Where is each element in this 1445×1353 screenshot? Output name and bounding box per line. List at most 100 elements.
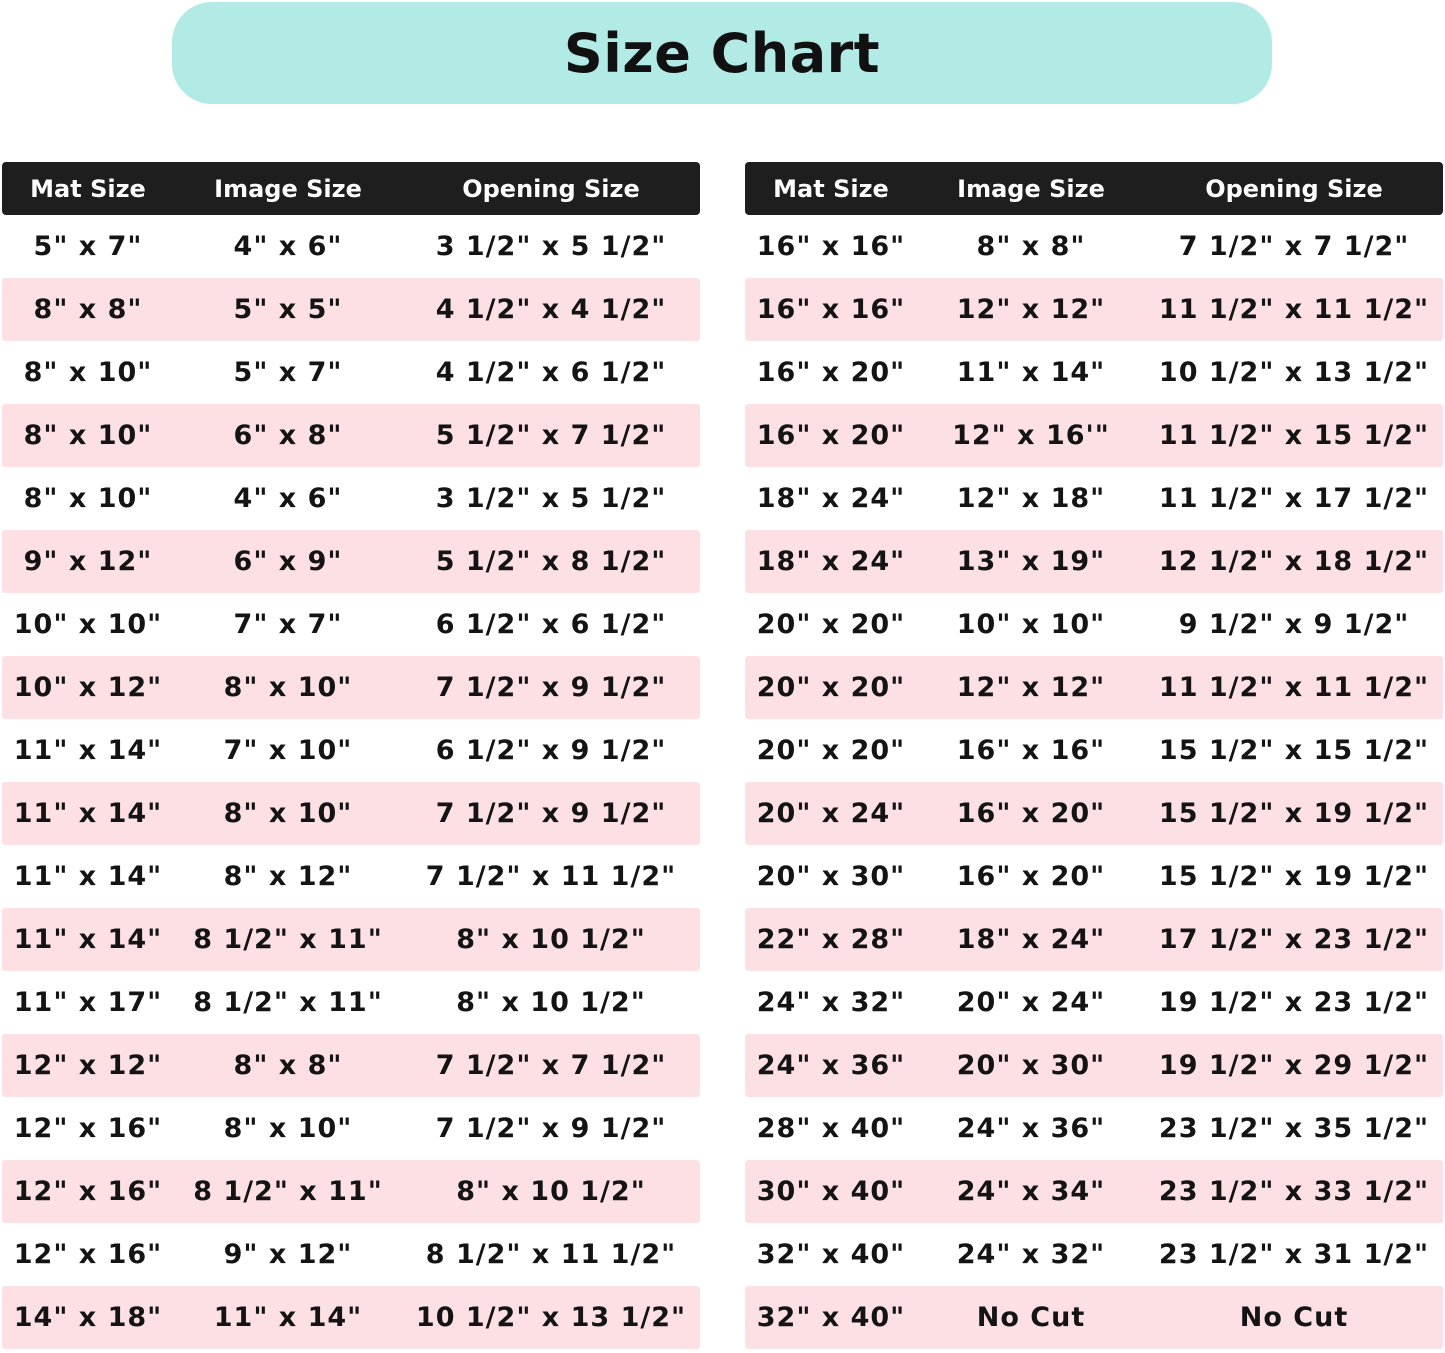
cell-opening-size: 15 1/2" x 15 1/2" bbox=[1158, 735, 1430, 766]
cell-mat-size: 12" x 16" bbox=[13, 1176, 163, 1207]
cell-image-size: 20" x 30" bbox=[956, 1050, 1106, 1081]
cell-opening-size: 7 1/2" x 7 1/2" bbox=[1178, 231, 1410, 262]
cell-mat-size: 32" x 40" bbox=[756, 1239, 906, 1270]
cell-image-size: 8" x 12" bbox=[223, 861, 353, 892]
cell-mat-size: 30" x 40" bbox=[756, 1176, 906, 1207]
table-row: 12" x 12" 8" x 8" 7 1/2" x 7 1/2" bbox=[2, 1034, 700, 1097]
table-row: 20" x 24" 16" x 20" 15 1/2" x 19 1/2" bbox=[745, 782, 1443, 845]
table-row: 8" x 8" 5" x 5" 4 1/2" x 4 1/2" bbox=[2, 278, 700, 341]
cell-image-size: 9" x 12" bbox=[223, 1239, 353, 1270]
cell-mat-size: 9" x 12" bbox=[23, 546, 153, 577]
table-row: 9" x 12" 6" x 9" 5 1/2" x 8 1/2" bbox=[2, 530, 700, 593]
cell-mat-size: 18" x 24" bbox=[756, 483, 906, 514]
cell-opening-size: 4 1/2" x 4 1/2" bbox=[435, 294, 667, 325]
cell-opening-size: 7 1/2" x 9 1/2" bbox=[435, 672, 667, 703]
cell-mat-size: 8" x 10" bbox=[23, 357, 153, 388]
cell-image-size: 20" x 24" bbox=[956, 987, 1106, 1018]
cell-mat-size: 12" x 16" bbox=[13, 1239, 163, 1270]
cell-mat-size: 28" x 40" bbox=[756, 1113, 906, 1144]
table-row: 8" x 10" 6" x 8" 5 1/2" x 7 1/2" bbox=[2, 404, 700, 467]
cell-image-size: 16" x 16" bbox=[956, 735, 1106, 766]
title-banner: Size Chart bbox=[172, 2, 1272, 104]
cell-image-size: 8" x 10" bbox=[223, 672, 353, 703]
cell-mat-size: 8" x 10" bbox=[23, 420, 153, 451]
table-row: 8" x 10" 5" x 7" 4 1/2" x 6 1/2" bbox=[2, 341, 700, 404]
table-row: 10" x 10" 7" x 7" 6 1/2" x 6 1/2" bbox=[2, 593, 700, 656]
table-row: 32" x 40" 24" x 32" 23 1/2" x 31 1/2" bbox=[745, 1223, 1443, 1286]
cell-mat-size: 22" x 28" bbox=[756, 924, 906, 955]
cell-mat-size: 11" x 14" bbox=[13, 924, 163, 955]
cell-opening-size: 19 1/2" x 23 1/2" bbox=[1158, 987, 1430, 1018]
cell-opening-size: 19 1/2" x 29 1/2" bbox=[1158, 1050, 1430, 1081]
cell-opening-size: 5 1/2" x 7 1/2" bbox=[435, 420, 667, 451]
cell-mat-size: 20" x 30" bbox=[756, 861, 906, 892]
cell-image-size: 5" x 5" bbox=[233, 294, 343, 325]
cell-opening-size: 10 1/2" x 13 1/2" bbox=[415, 1302, 687, 1333]
table-row: 22" x 28" 18" x 24" 17 1/2" x 23 1/2" bbox=[745, 908, 1443, 971]
size-table-left: Mat Size Image Size Opening Size 5" x 7" 4" … bbox=[2, 162, 700, 1349]
table-header: Mat Size Image Size Opening Size bbox=[745, 162, 1443, 215]
cell-image-size: 5" x 7" bbox=[233, 357, 343, 388]
table-row: 18" x 24" 13" x 19" 12 1/2" x 18 1/2" bbox=[745, 530, 1443, 593]
cell-image-size: 8" x 8" bbox=[976, 231, 1086, 262]
cell-image-size: 8" x 8" bbox=[233, 1050, 343, 1081]
cell-opening-size: 23 1/2" x 31 1/2" bbox=[1158, 1239, 1430, 1270]
table-row: 12" x 16" 9" x 12" 8 1/2" x 11 1/2" bbox=[2, 1223, 700, 1286]
cell-mat-size: 24" x 32" bbox=[756, 987, 906, 1018]
cell-image-size: 24" x 32" bbox=[956, 1239, 1106, 1270]
cell-image-size: 6" x 9" bbox=[233, 546, 343, 577]
table-row: 11" x 14" 7" x 10" 6 1/2" x 9 1/2" bbox=[2, 719, 700, 782]
table-row: 24" x 32" 20" x 24" 19 1/2" x 23 1/2" bbox=[745, 971, 1443, 1034]
cell-image-size: 18" x 24" bbox=[956, 924, 1106, 955]
cell-opening-size: 9 1/2" x 9 1/2" bbox=[1178, 609, 1410, 640]
cell-image-size: 8 1/2" x 11" bbox=[193, 1176, 383, 1207]
cell-opening-size: 8" x 10 1/2" bbox=[456, 987, 646, 1018]
table-row: 8" x 10" 4" x 6" 3 1/2" x 5 1/2" bbox=[2, 467, 700, 530]
table-row: 16" x 20" 11" x 14" 10 1/2" x 13 1/2" bbox=[745, 341, 1443, 404]
cell-mat-size: 8" x 10" bbox=[23, 483, 153, 514]
cell-image-size: No Cut bbox=[976, 1302, 1086, 1333]
cell-opening-size: 17 1/2" x 23 1/2" bbox=[1158, 924, 1430, 955]
header-mat-size: Mat Size bbox=[773, 174, 889, 203]
cell-image-size: 16" x 20" bbox=[956, 798, 1106, 829]
cell-mat-size: 16" x 20" bbox=[756, 357, 906, 388]
table-row: 20" x 20" 16" x 16" 15 1/2" x 15 1/2" bbox=[745, 719, 1443, 782]
table-row: 28" x 40" 24" x 36" 23 1/2" x 35 1/2" bbox=[745, 1097, 1443, 1160]
table-row: 11" x 14" 8" x 12" 7 1/2" x 11 1/2" bbox=[2, 845, 700, 908]
cell-image-size: 8 1/2" x 11" bbox=[193, 987, 383, 1018]
cell-mat-size: 11" x 14" bbox=[13, 861, 163, 892]
header-image-size: Image Size bbox=[214, 174, 362, 203]
table-row: 12" x 16" 8 1/2" x 11" 8" x 10 1/2" bbox=[2, 1160, 700, 1223]
cell-opening-size: 3 1/2" x 5 1/2" bbox=[435, 483, 667, 514]
cell-opening-size: 12 1/2" x 18 1/2" bbox=[1158, 546, 1430, 577]
cell-mat-size: 16" x 16" bbox=[756, 231, 906, 262]
table-row: 18" x 24" 12" x 18" 11 1/2" x 17 1/2" bbox=[745, 467, 1443, 530]
cell-image-size: 11" x 14" bbox=[213, 1302, 363, 1333]
cell-mat-size: 32" x 40" bbox=[756, 1302, 906, 1333]
cell-mat-size: 20" x 20" bbox=[756, 672, 906, 703]
cell-image-size: 8" x 10" bbox=[223, 1113, 353, 1144]
cell-image-size: 12" x 18" bbox=[956, 483, 1106, 514]
cell-mat-size: 16" x 16" bbox=[756, 294, 906, 325]
cell-mat-size: 20" x 24" bbox=[756, 798, 906, 829]
table-row: 16" x 20" 12" x 16'" 11 1/2" x 15 1/2" bbox=[745, 404, 1443, 467]
cell-image-size: 24" x 34" bbox=[956, 1176, 1106, 1207]
cell-opening-size: 6 1/2" x 6 1/2" bbox=[435, 609, 667, 640]
table-row: 32" x 40" No Cut No Cut bbox=[745, 1286, 1443, 1349]
cell-opening-size: 23 1/2" x 35 1/2" bbox=[1158, 1113, 1430, 1144]
cell-mat-size: 11" x 14" bbox=[13, 735, 163, 766]
cell-opening-size: 7 1/2" x 9 1/2" bbox=[435, 1113, 667, 1144]
cell-opening-size: 4 1/2" x 6 1/2" bbox=[435, 357, 667, 388]
cell-opening-size: 15 1/2" x 19 1/2" bbox=[1158, 798, 1430, 829]
cell-mat-size: 10" x 10" bbox=[13, 609, 163, 640]
page-title: Size Chart bbox=[563, 21, 881, 85]
cell-opening-size: 8" x 10 1/2" bbox=[456, 1176, 646, 1207]
cell-mat-size: 20" x 20" bbox=[756, 609, 906, 640]
cell-image-size: 4" x 6" bbox=[233, 231, 343, 262]
cell-mat-size: 18" x 24" bbox=[756, 546, 906, 577]
cell-opening-size: 7 1/2" x 7 1/2" bbox=[435, 1050, 667, 1081]
cell-mat-size: 14" x 18" bbox=[13, 1302, 163, 1333]
table-row: 20" x 20" 10" x 10" 9 1/2" x 9 1/2" bbox=[745, 593, 1443, 656]
cell-image-size: 24" x 36" bbox=[956, 1113, 1106, 1144]
cell-opening-size: 7 1/2" x 9 1/2" bbox=[435, 798, 667, 829]
